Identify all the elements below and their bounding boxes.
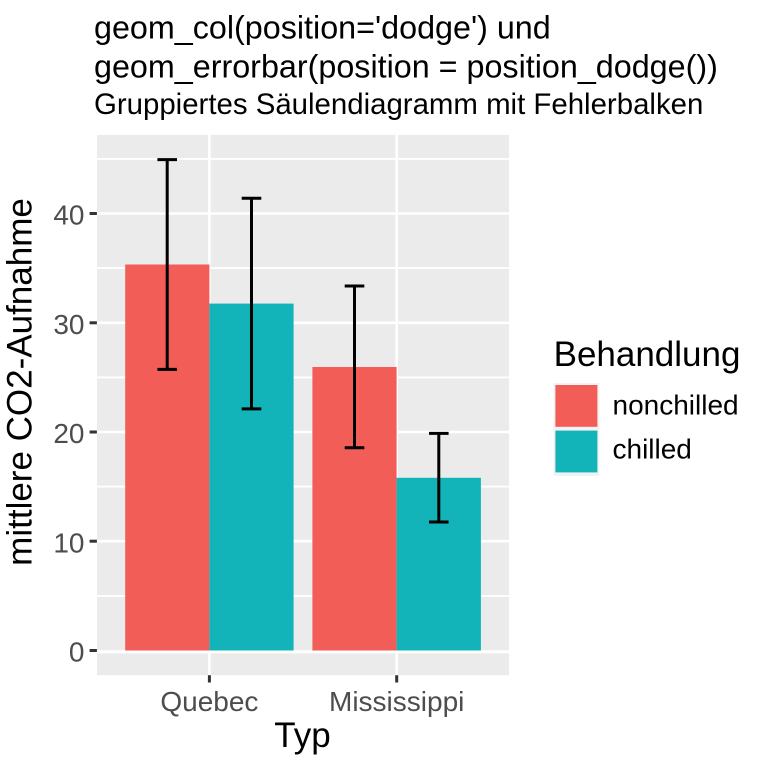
svg-text:Typ: Typ xyxy=(274,716,330,755)
svg-text:0: 0 xyxy=(69,637,85,668)
svg-text:Quebec: Quebec xyxy=(160,686,258,717)
svg-text:10: 10 xyxy=(53,527,84,558)
svg-text:mittlere CO2-Aufnahme: mittlere CO2-Aufnahme xyxy=(1,198,40,566)
svg-text:nonchilled: nonchilled xyxy=(613,390,739,421)
svg-text:40: 40 xyxy=(53,200,84,231)
svg-text:Mississippi: Mississippi xyxy=(329,686,464,717)
svg-text:geom_errorbar(position = posit: geom_errorbar(position = position_dodge(… xyxy=(94,48,718,84)
svg-text:30: 30 xyxy=(53,309,84,340)
svg-text:geom_col(position='dodge') und: geom_col(position='dodge') und xyxy=(94,10,551,46)
svg-text:20: 20 xyxy=(53,418,84,449)
svg-text:Gruppiertes Säulendiagramm mit: Gruppiertes Säulendiagramm mit Fehlerbal… xyxy=(94,88,703,121)
svg-text:chilled: chilled xyxy=(613,433,692,464)
svg-text:Behandlung: Behandlung xyxy=(554,335,741,374)
